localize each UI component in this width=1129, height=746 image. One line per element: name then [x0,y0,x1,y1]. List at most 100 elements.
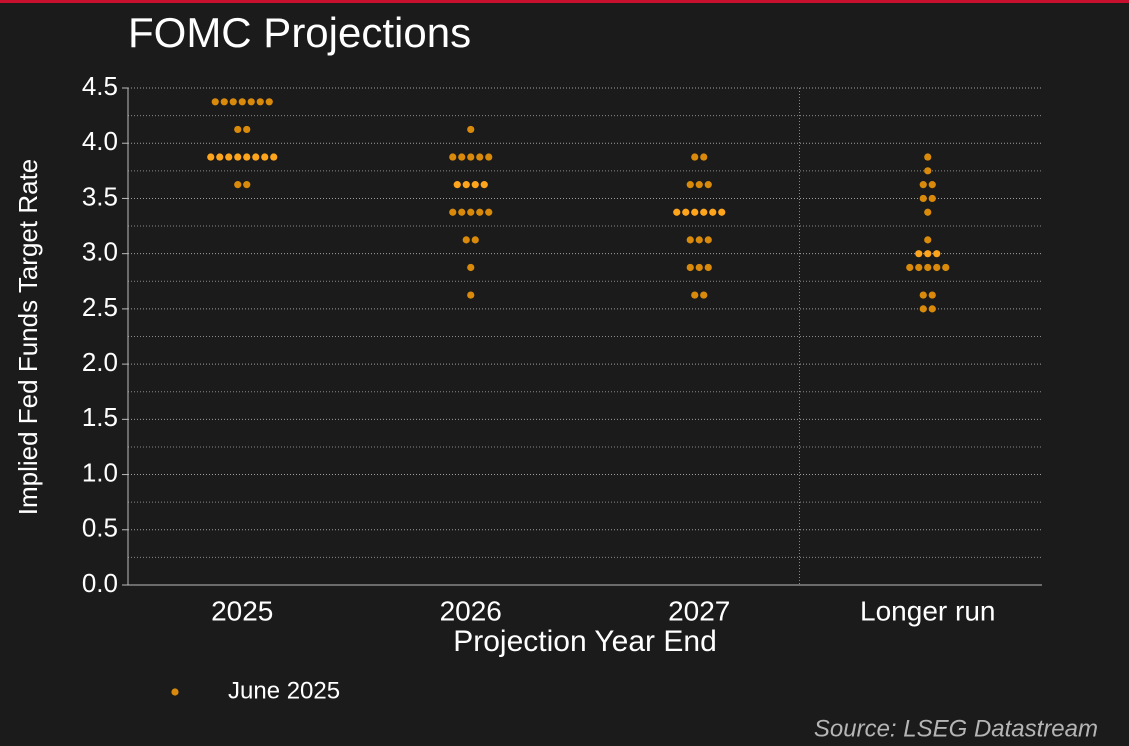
dot [485,208,493,216]
median-dot [691,208,699,216]
y-tick-label: 3.5 [82,181,118,211]
x-axis-label: Projection Year End [453,625,717,658]
dot [265,98,273,106]
dot [924,208,932,216]
y-tick-label: 1.5 [82,402,118,432]
legend-marker [171,688,179,696]
y-axis-label: Implied Fed Funds Target Rate [13,159,43,515]
dot [924,153,932,161]
dot [915,263,923,272]
dot [449,208,457,216]
dot [928,194,936,203]
dot [476,153,484,161]
dot [686,181,694,189]
source: Source: LSEG Datastream [814,715,1098,742]
dot [238,98,246,106]
median-dot [270,153,278,161]
dot [243,125,251,134]
dot [919,194,927,203]
chart-title: FOMC Projections [128,9,471,56]
median-dot [700,208,708,216]
dot [467,153,475,161]
dot [449,153,457,161]
dot [924,263,932,272]
median-dot [225,153,233,161]
median-dot [243,153,251,161]
dot [458,153,466,161]
dot [691,153,699,161]
dot [700,153,708,161]
median-dot [216,153,224,161]
dot [467,263,475,272]
y-tick-label: 4.5 [82,71,118,101]
x-tick-label: Longer run [860,595,995,626]
dot [704,263,712,272]
median-dot [453,181,461,189]
dot [686,236,694,244]
dot [928,305,936,313]
median-dot [480,181,488,189]
top-bar [0,0,1129,3]
median-dot [718,208,726,216]
dot [458,208,466,216]
dot [919,291,927,299]
median-dot [709,208,717,216]
dot [933,263,941,272]
median-dot [252,153,260,161]
dot [234,125,242,134]
dot [485,153,493,161]
dot [234,181,242,189]
dot [229,98,237,106]
dot [695,181,703,189]
legend-label: June 2025 [228,677,340,704]
dot [471,236,479,244]
median-dot [924,250,932,258]
dot [928,291,936,299]
x-tick-label: 2027 [668,595,730,626]
dot [704,181,712,189]
dot [924,167,932,175]
dot [220,98,228,106]
y-tick-label: 0.0 [82,568,118,598]
dot [467,125,475,134]
median-dot [673,208,681,216]
x-tick-label: 2025 [211,595,273,626]
dot [942,263,950,272]
median-dot [207,153,215,161]
dot [700,291,708,299]
dot [243,181,251,189]
dot [906,263,914,272]
y-tick-label: 3.0 [82,237,118,267]
dot [462,236,470,244]
dot [686,263,694,272]
y-tick-label: 2.0 [82,347,118,377]
median-dot [234,153,242,161]
median-dot [682,208,690,216]
dot [467,208,475,216]
x-tick-label: 2026 [440,595,502,626]
dot [695,263,703,272]
dot [476,208,484,216]
y-tick-label: 4.0 [82,126,118,156]
dot [704,236,712,244]
dot [211,98,219,106]
median-dot [915,250,923,258]
dot [691,291,699,299]
median-dot [462,181,470,189]
dot [247,98,255,106]
y-tick-label: 0.5 [82,513,118,543]
median-dot [471,181,479,189]
median-dot [933,250,941,258]
dot [919,305,927,313]
dot [928,181,936,189]
dot [695,236,703,244]
dot [924,236,932,244]
dot [919,181,927,189]
y-tick-label: 2.5 [82,292,118,322]
dot [256,98,264,106]
y-tick-label: 1.0 [82,457,118,487]
dot [467,291,475,299]
median-dot [261,153,269,161]
